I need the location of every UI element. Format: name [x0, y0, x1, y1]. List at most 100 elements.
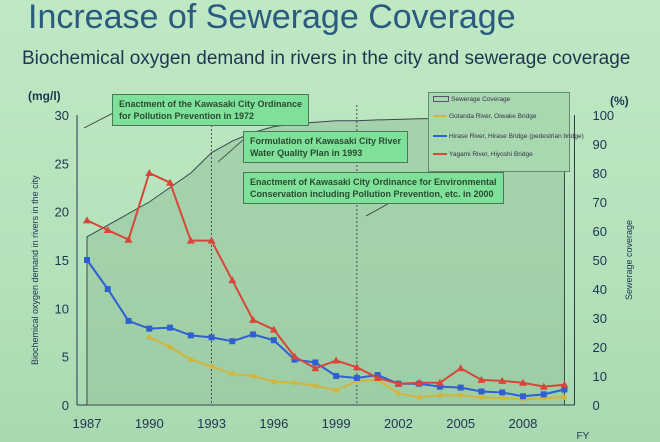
- data-point: [352, 363, 361, 371]
- data-point: [188, 357, 194, 363]
- data-point: [519, 393, 526, 400]
- data-point: [478, 388, 485, 395]
- y2-tick-label: 100: [592, 108, 614, 123]
- data-point: [499, 389, 506, 396]
- data-point: [229, 338, 236, 345]
- y-tick-label: 0: [62, 398, 69, 413]
- data-point: [125, 317, 132, 324]
- data-point: [333, 373, 340, 379]
- legend-label: Gotanda River, Oiwake Bridge: [449, 113, 537, 120]
- x-tick-label: 1996: [259, 416, 288, 431]
- data-point: [416, 394, 422, 400]
- legend-item: Gotanda River, Oiwake Bridge: [433, 113, 536, 120]
- x-tick-label: 1987: [73, 416, 102, 431]
- data-point: [209, 363, 215, 369]
- y-tick-label: 5: [62, 350, 69, 365]
- data-point: [561, 394, 567, 400]
- data-point: [435, 378, 444, 386]
- data-point: [250, 331, 257, 338]
- annotation-1972: Enactment of the Kawasaki City Ordinance…: [112, 94, 310, 126]
- data-point: [290, 352, 299, 360]
- y2-tick-label: 50: [592, 253, 606, 268]
- y2-axis-label: Sewerage coverage: [624, 220, 634, 300]
- x-tick-label: 2002: [384, 416, 413, 431]
- data-point: [477, 375, 486, 383]
- data-point: [456, 364, 465, 372]
- y-tick-label: 25: [55, 156, 69, 171]
- y2-tick-label: 0: [592, 398, 599, 413]
- data-point: [312, 383, 318, 389]
- data-point: [145, 169, 154, 176]
- data-point: [560, 380, 569, 388]
- y2-tick-label: 30: [592, 311, 606, 326]
- data-point: [167, 344, 173, 350]
- slide-subtitle: Biochemical oxygen demand in rivers in t…: [22, 48, 631, 69]
- data-point: [187, 332, 194, 339]
- data-point: [103, 226, 112, 234]
- data-point: [436, 383, 443, 390]
- data-point: [311, 364, 320, 372]
- annotation-text: Water Quality Plan in 1993: [250, 148, 363, 158]
- data-point: [208, 334, 215, 341]
- legend-item: Sewerage Coverage: [433, 96, 510, 103]
- x-axis-label: FY: [576, 431, 589, 442]
- data-point: [167, 324, 174, 331]
- chart-legend: Sewerage Coverage Gotanda River, Oiwake …: [428, 92, 584, 172]
- data-point: [394, 379, 403, 387]
- y-tick-label: 20: [55, 205, 69, 220]
- y2-tick-label: 60: [592, 224, 606, 239]
- legend-label: Sewerage Coverage: [451, 96, 511, 103]
- data-point: [499, 395, 505, 401]
- data-point: [333, 388, 339, 393]
- data-point: [83, 216, 91, 224]
- annotation-arrow: [83, 111, 116, 129]
- data-point: [373, 373, 382, 381]
- data-point: [312, 359, 319, 366]
- series-line-2: [86, 259, 565, 398]
- y-tick-label: 10: [55, 301, 69, 316]
- annotation-2000: Enactment of Kawasaki City Ordinance for…: [243, 172, 504, 204]
- legend-item: Hirase River, Hirase Bridge (pedestrian …: [433, 133, 584, 140]
- data-point: [332, 356, 341, 364]
- y2-tick-label: 20: [592, 340, 606, 355]
- x-tick-label: 1990: [135, 416, 164, 431]
- x-tick-label: 1993: [197, 416, 226, 431]
- data-point: [104, 286, 111, 292]
- x-tick-label: 1999: [322, 416, 351, 431]
- data-point: [271, 379, 277, 385]
- data-point: [561, 386, 568, 393]
- data-point: [146, 325, 153, 332]
- annotation-text: Formulation of Kawasaki City River: [250, 136, 402, 146]
- annotation-text: for Pollution Prevention in 1972: [119, 111, 255, 121]
- y-tick-label: 15: [55, 253, 69, 268]
- data-point: [518, 378, 527, 386]
- data-point: [539, 382, 548, 390]
- x-tick-label: 2005: [446, 416, 475, 431]
- data-point: [250, 373, 256, 379]
- data-point: [395, 390, 401, 396]
- data-point: [478, 394, 484, 400]
- x-tick-label: 2008: [508, 416, 537, 431]
- data-point: [229, 371, 235, 377]
- data-point: [166, 178, 175, 186]
- data-point: [228, 276, 237, 284]
- data-point: [437, 392, 443, 398]
- y2-tick-label: 80: [592, 166, 606, 181]
- annotation-1993: Formulation of Kawasaki City River Water…: [243, 131, 409, 163]
- annotation-text: Enactment of Kawasaki City Ordinance for…: [250, 177, 497, 187]
- y2-tick-label: 10: [592, 369, 606, 384]
- data-point: [146, 334, 152, 340]
- data-point: [84, 257, 90, 263]
- data-point: [415, 378, 424, 386]
- y2-tick-label: 90: [592, 137, 606, 152]
- legend-label: Yagami River, Hiyoshi Bridge: [449, 151, 533, 158]
- annotation-text: Enactment of the Kawasaki City Ordinance: [119, 99, 303, 109]
- y-axis-unit: (mg/l): [28, 89, 61, 103]
- data-point: [458, 392, 464, 398]
- legend-item: Yagami River, Hiyoshi Bridge: [433, 151, 533, 158]
- y2-tick-label: 70: [592, 195, 606, 210]
- data-point: [498, 376, 507, 384]
- data-point: [207, 236, 216, 244]
- data-point: [269, 325, 278, 333]
